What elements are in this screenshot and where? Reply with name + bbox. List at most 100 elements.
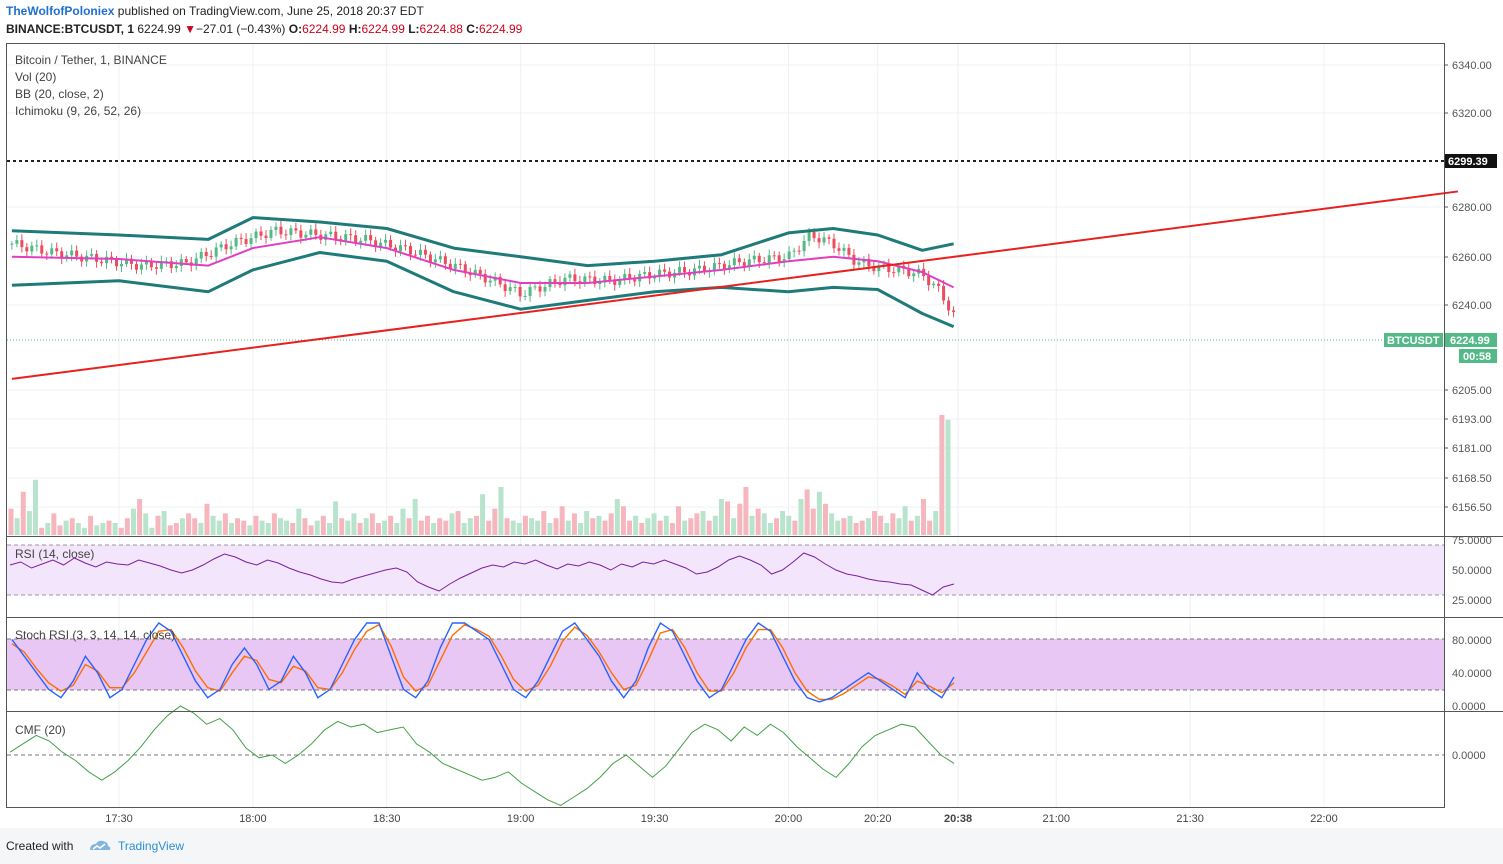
volume-bar	[786, 515, 792, 535]
volume-bar	[149, 527, 155, 535]
candle-body	[717, 263, 721, 265]
candle-body	[443, 256, 447, 264]
volume-bar	[896, 518, 902, 535]
volume-bar	[449, 513, 455, 535]
volume-bar	[761, 513, 767, 535]
candle-body	[30, 245, 34, 252]
candle-body	[583, 276, 587, 284]
candle-body	[234, 237, 238, 247]
candle-body	[433, 259, 437, 263]
candle-body	[588, 276, 592, 278]
tradingview-logo-icon	[90, 840, 111, 850]
candle-body	[324, 234, 328, 240]
candle-body	[927, 275, 931, 286]
volume-bar	[608, 513, 614, 535]
x-tick-label: 19:00	[507, 813, 535, 825]
candle-body	[418, 249, 422, 255]
down-arrow-icon: ▼	[184, 22, 196, 36]
volume-bar	[388, 515, 394, 535]
candle-body	[75, 250, 79, 257]
volume-bar	[841, 518, 847, 535]
volume-bar	[51, 513, 57, 535]
candle-body	[912, 273, 916, 277]
volume-bar	[39, 527, 45, 535]
candle-body	[139, 264, 143, 270]
volume-bar	[706, 520, 712, 535]
volume-bar	[810, 508, 816, 535]
chart-canvas[interactable]: 17:30 18:00 18:30 19:00 19:30 20:00 20:20 20:38…	[0, 0, 1503, 828]
candle-body	[802, 240, 806, 252]
volume-bar	[106, 520, 112, 535]
candle-body	[428, 254, 432, 263]
volume-bar	[253, 515, 259, 535]
candle-body	[259, 231, 263, 236]
candle-body	[722, 263, 726, 270]
volume-bar	[510, 520, 516, 535]
candle-body	[294, 228, 298, 231]
volume-bar	[400, 508, 406, 535]
volume-bar	[676, 506, 682, 535]
volume-bar	[345, 520, 351, 535]
open-label: O:	[288, 22, 303, 36]
x-tick-label: 20:38	[944, 813, 972, 825]
candle-body	[907, 268, 911, 277]
candle-body	[105, 256, 109, 264]
candle-body	[55, 248, 59, 252]
x-tick-label: 22:00	[1310, 813, 1338, 825]
legend-stoch: Stoch RSI (3, 3, 14, 14, close)	[15, 628, 176, 642]
legend-ichimoku: Ichimoku (9, 26, 52, 26)	[15, 104, 142, 118]
volume-bar	[222, 513, 228, 535]
volume-bar	[553, 518, 559, 535]
volume-bar	[884, 523, 890, 535]
created-with: Created with	[6, 839, 74, 853]
candle-body	[608, 276, 612, 280]
close-label: C:	[466, 22, 479, 36]
volume-bar	[504, 518, 510, 535]
candle-body	[568, 274, 572, 278]
candle-body	[678, 267, 682, 273]
candle-body	[737, 258, 741, 263]
bb-basis-line	[11, 236, 955, 289]
candle-body	[757, 255, 761, 263]
candle-body	[249, 238, 253, 244]
candle-body	[120, 264, 124, 267]
volume-bar	[431, 523, 437, 535]
legend-title: Bitcoin / Tether, 1, BINANCE	[15, 53, 167, 67]
candle-body	[653, 277, 657, 279]
volume-bar	[143, 513, 149, 535]
tradingview-link[interactable]: TradingView	[118, 839, 185, 853]
volume-bar	[290, 523, 296, 535]
candle-body	[872, 266, 876, 272]
volume-bar	[682, 520, 688, 535]
candle-body	[15, 240, 19, 244]
volume-bar	[81, 527, 87, 535]
candle-body	[767, 255, 771, 263]
volume-bar	[614, 499, 620, 535]
volume-bar	[541, 511, 547, 535]
volume-bar	[847, 515, 853, 535]
candle-body	[643, 272, 647, 274]
candle-body	[533, 286, 537, 288]
candle-body	[35, 245, 39, 247]
candle-body	[453, 263, 457, 269]
volume-bar	[718, 499, 724, 535]
y-tick-label: 6340.00	[1452, 60, 1492, 72]
y-tick-label: 6260.00	[1452, 252, 1492, 264]
candle-body	[184, 259, 188, 263]
author-link[interactable]: TheWolfofPoloniex	[6, 4, 115, 18]
candle-body	[752, 255, 756, 260]
volume-bar	[118, 527, 124, 535]
rsi-tick-label: 75.0000	[1452, 535, 1492, 547]
y-tick-label: 6320.00	[1452, 108, 1492, 120]
volume-bar	[486, 520, 492, 535]
candle-body	[334, 231, 338, 240]
low-value: 6224.88	[419, 22, 463, 36]
candle-body	[100, 261, 104, 264]
volume-bar	[902, 506, 908, 535]
volume-bar	[45, 523, 51, 535]
volume-bar	[559, 506, 565, 535]
volume-bar	[406, 518, 412, 535]
volume-bar	[767, 523, 773, 535]
candle-body	[25, 247, 29, 252]
candle-body	[573, 274, 577, 282]
